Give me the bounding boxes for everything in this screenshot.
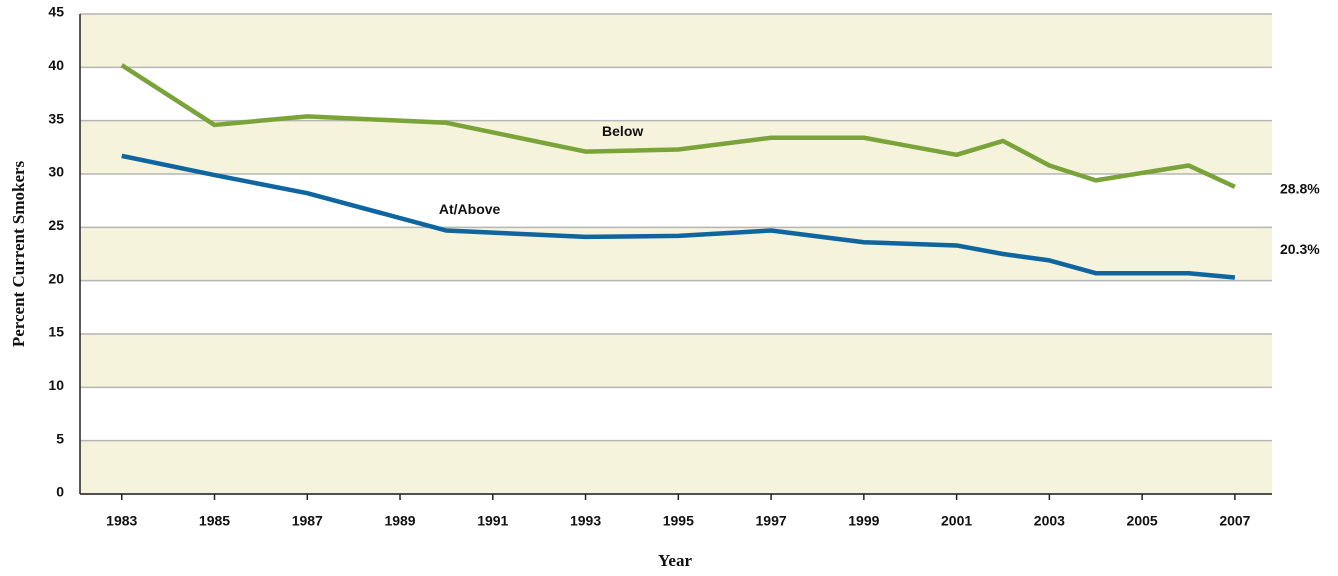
x-tick-label: 1985 bbox=[199, 513, 230, 529]
background-band bbox=[80, 440, 1272, 494]
x-tick-label: 2005 bbox=[1127, 513, 1158, 529]
y-tick-label: 0 bbox=[56, 484, 64, 500]
y-tick-label: 45 bbox=[48, 4, 64, 20]
data-line bbox=[121, 153, 1236, 280]
y-axis-label: Percent Current Smokers bbox=[9, 160, 28, 347]
y-tick-label: 20 bbox=[48, 270, 64, 286]
y-tick-label: 30 bbox=[48, 164, 64, 180]
x-tick-label: 2007 bbox=[1219, 513, 1250, 529]
end-label: 20.3% bbox=[1280, 241, 1320, 257]
annotation: Below bbox=[602, 123, 643, 139]
x-tick-label: 1999 bbox=[848, 513, 879, 529]
x-tick-label: 1987 bbox=[292, 513, 323, 529]
end-label: 28.8% bbox=[1280, 181, 1320, 197]
x-tick-label: 1989 bbox=[384, 513, 415, 529]
y-tick-label: 15 bbox=[48, 324, 64, 340]
y-tick-label: 40 bbox=[48, 57, 64, 73]
x-tick-label: 2001 bbox=[941, 513, 972, 529]
x-tick-label: 1995 bbox=[663, 513, 694, 529]
x-axis-label: Year bbox=[658, 551, 692, 570]
x-tick-label: 1993 bbox=[570, 513, 601, 529]
data-line bbox=[120, 63, 1236, 189]
y-tick-label: 25 bbox=[48, 217, 64, 233]
y-tick-label: 5 bbox=[56, 430, 64, 446]
x-tick-label: 1983 bbox=[106, 513, 137, 529]
y-tick-label: 35 bbox=[48, 110, 64, 126]
x-tick-label: 1997 bbox=[756, 513, 787, 529]
background-band bbox=[80, 334, 1272, 388]
y-tick-label: 10 bbox=[48, 377, 64, 393]
background-band bbox=[80, 14, 1272, 68]
x-tick-label: 2003 bbox=[1034, 513, 1065, 529]
annotation: At/Above bbox=[439, 201, 501, 217]
x-tick-label: 1991 bbox=[477, 513, 508, 529]
